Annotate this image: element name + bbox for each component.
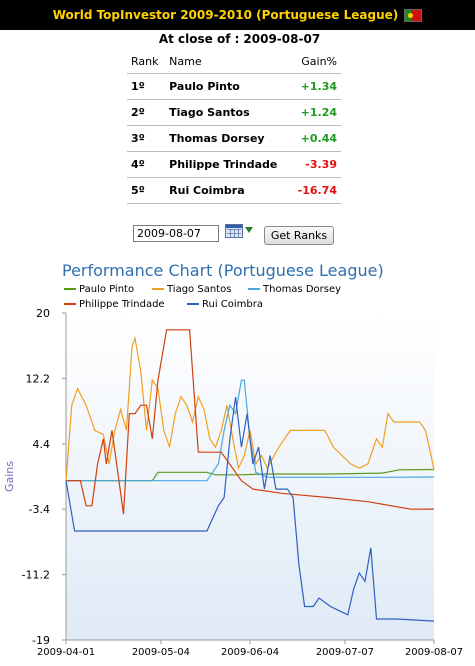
gain-cell: -16.74 (290, 177, 341, 204)
legend-item: Rui Coimbra (187, 299, 263, 310)
column-header-gain: Gain% (290, 49, 341, 74)
close-date: 2009-08-07 (243, 32, 321, 46)
table-row: 3º Thomas Dorsey +0.44 (127, 125, 341, 152)
legend-swatch (187, 303, 199, 305)
series-line-philippe-trindade (66, 329, 435, 515)
legend-label: Tiago Santos (167, 284, 232, 295)
y-tick-label: 20 (36, 307, 50, 320)
rank-cell: 3º (127, 125, 166, 152)
legend-label: Paulo Pinto (79, 284, 135, 295)
name-cell: Thomas Dorsey (165, 125, 291, 152)
x-tick-label: 2009-05-04 (132, 647, 190, 658)
x-tick-label: 2009-04-01 (37, 647, 95, 658)
rank-cell: 5º (127, 177, 166, 204)
series-line-thomas-dorsey (66, 379, 435, 482)
y-tick-label: -3.4 (29, 503, 50, 516)
legend-item: Thomas Dorsey (248, 284, 341, 295)
name-cell: Philippe Trindade (165, 151, 291, 178)
close-label: At close of : (158, 32, 240, 46)
plot-area (66, 313, 434, 640)
legend-item: Tiago Santos (152, 284, 231, 295)
column-header-name: Name (165, 49, 291, 74)
y-tick-label: -11.2 (22, 569, 50, 582)
calendar-icon[interactable] (225, 224, 243, 238)
legend-label: Philippe Trindade (79, 299, 165, 310)
title-bar: World TopInvestor 2009-2010 (Portuguese … (0, 0, 475, 30)
portugal-flag-icon (404, 8, 423, 22)
gain-cell: -3.39 (290, 151, 341, 178)
legend-swatch (64, 288, 76, 290)
legend-item: Paulo Pinto (64, 284, 134, 295)
gain-cell: +0.44 (290, 125, 341, 152)
rank-cell: 4º (127, 151, 166, 178)
page-title: World TopInvestor 2009-2010 (Portuguese … (52, 8, 399, 22)
ranking-header-row: Rank Name Gain% (127, 49, 341, 74)
legend-swatch (152, 288, 164, 290)
legend-swatch (64, 303, 76, 305)
y-axis-label: Gains (3, 461, 16, 492)
table-row: 1º Paulo Pinto +1.34 (127, 73, 341, 100)
x-tick-label: 2009-08-07 (405, 647, 463, 658)
date-input[interactable] (133, 225, 219, 242)
chart-title: Performance Chart (Portuguese League) (62, 261, 384, 280)
y-tick-label: -19 (32, 634, 50, 647)
name-cell: Tiago Santos (165, 99, 291, 126)
gain-cell: +1.34 (290, 73, 341, 100)
x-tick-label: 2009-07-07 (316, 647, 374, 658)
name-cell: Rui Coimbra (165, 177, 291, 204)
series-line-tiago-santos (65, 335, 435, 481)
y-tick-label: 12.2 (26, 372, 51, 385)
series-line-paulo-pinto (66, 468, 435, 482)
series-line-rui-coimbra (65, 396, 435, 622)
close-date-line: At close of :2009-08-07 (0, 32, 475, 46)
name-cell: Paulo Pinto (165, 73, 291, 100)
x-tick-label: 2009-06-04 (221, 647, 279, 658)
calendar-dropdown-arrow-icon[interactable] (245, 227, 253, 233)
legend-item: Philippe Trindade (64, 299, 165, 310)
table-row: 4º Philippe Trindade -3.39 (127, 151, 341, 178)
get-ranks-button[interactable]: Get Ranks (264, 226, 334, 245)
legend-label: Thomas Dorsey (263, 284, 342, 295)
y-tick-label: 4.4 (33, 438, 51, 451)
legend-swatch (248, 288, 260, 290)
rank-cell: 2º (127, 99, 166, 126)
gain-cell: +1.24 (290, 99, 341, 126)
ranking-table: Rank Name Gain% 1º Paulo Pinto +1.34 2º … (127, 49, 341, 204)
rank-cell: 1º (127, 73, 166, 100)
table-row: 5º Rui Coimbra -16.74 (127, 177, 341, 204)
column-header-rank: Rank (127, 49, 166, 74)
table-row: 2º Tiago Santos +1.24 (127, 99, 341, 126)
legend-label: Rui Coimbra (202, 299, 264, 310)
